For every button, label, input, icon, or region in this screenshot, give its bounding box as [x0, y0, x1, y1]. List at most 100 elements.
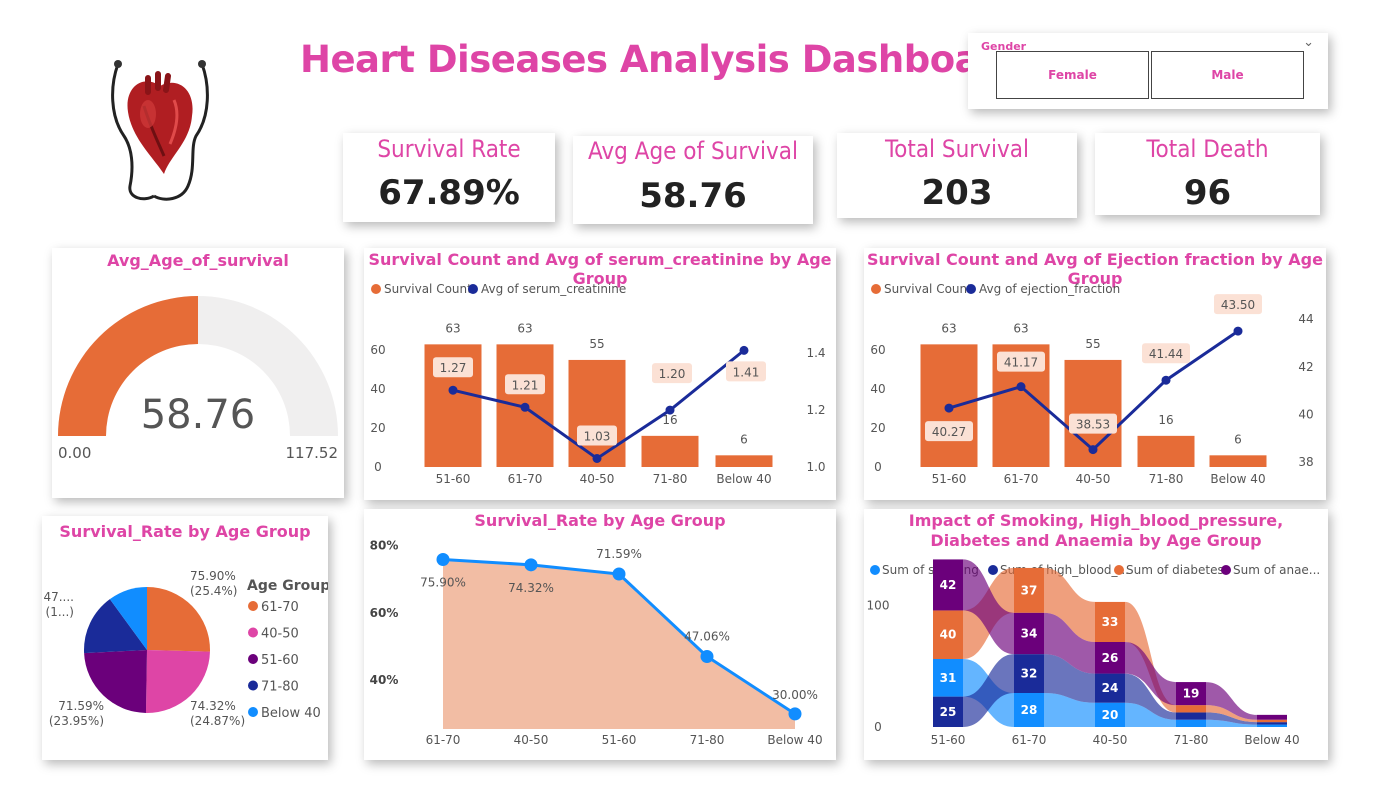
x-tick-label: 61-70: [426, 733, 461, 747]
y2-tick-label: 38: [1298, 455, 1313, 469]
ribbon-data-label: 19: [1183, 687, 1200, 701]
pie-data-label-pct: (25.4%): [190, 584, 237, 598]
bar-data-label: 63: [517, 321, 532, 335]
legend-marker-serum-creatinine: [468, 284, 478, 294]
x-tick-label: 40-50: [1076, 472, 1111, 486]
slicer-option-male[interactable]: Male: [1151, 51, 1304, 99]
x-tick-label: Below 40: [1210, 472, 1265, 486]
ribbon-segment: [1014, 693, 1044, 727]
bar-data-label: 6: [740, 432, 748, 446]
ribbon-data-label: 33: [1102, 615, 1119, 629]
chevron-down-icon[interactable]: ⌄: [1303, 35, 1314, 50]
pie-chart-card: Survival_Rate by Age Group Age Group 75.…: [42, 516, 328, 760]
gauge-chart: 58.76 0.00 117.52: [58, 296, 339, 462]
line-data-label: 1.03: [584, 429, 611, 443]
pie-data-label-pct: (24.87%): [190, 714, 245, 728]
ribbon-segment: [1095, 601, 1125, 642]
ribbon-segment: [1014, 654, 1044, 693]
pie-data-label: 71.59%: [58, 699, 104, 713]
slicer-option-female[interactable]: Female: [996, 51, 1149, 99]
kpi-label: Total Death: [1146, 135, 1269, 163]
y-tick-label: 0: [874, 720, 882, 734]
chart-title: Survival_Rate by Age Group: [474, 511, 726, 530]
x-tick-label: 71-80: [1149, 472, 1184, 486]
x-tick-label: Below 40: [1244, 733, 1299, 747]
ribbon-band: [1125, 601, 1176, 713]
ribbon-segment: [1257, 724, 1287, 727]
kpi-value: 67.89%: [378, 173, 520, 213]
ribbon-data-label: 42: [940, 578, 957, 592]
line-label-bg: [505, 374, 545, 395]
combo-chart-creatinine: Survival Count and Avg of serum_creatini…: [364, 248, 836, 500]
ribbon-band: [1206, 705, 1257, 723]
ribbon-data-label: 32: [1021, 667, 1038, 681]
ribbon-band: [963, 654, 1014, 727]
line-data-label: 1.41: [733, 365, 760, 379]
legend-label-anaemia: Sum of anae...: [1233, 563, 1320, 577]
x-tick-label: 61-70: [1012, 733, 1047, 747]
combo-chart-creatinine-svg: Survival Count Avg of serum_creatinine 0…: [370, 282, 825, 486]
chart-title: Avg_Age_of_survival: [107, 251, 289, 270]
legend-label: Below 40: [261, 706, 321, 721]
bar: [1209, 455, 1267, 467]
y-tick-label: 20: [870, 421, 885, 435]
gauge-max: 117.52: [286, 444, 339, 462]
kpi-label: Total Survival: [885, 135, 1029, 163]
area-point: [436, 553, 450, 567]
bar: [568, 359, 626, 467]
line-point: [520, 402, 530, 412]
line-point: [1016, 382, 1026, 392]
legend-label-survival-count: Survival Count: [384, 282, 472, 296]
ribbon-data-label: 31: [940, 671, 957, 685]
legend-marker: [248, 707, 258, 717]
gauge-card: Avg_Age_of_survival 58.76 0.00 117.52: [52, 248, 344, 498]
ribbon-band: [1206, 719, 1257, 727]
gender-slicer: Gender ⌄ Female Male: [968, 33, 1328, 109]
combo-chart-ejection-svg: Survival Count Avg of ejection_fraction …: [870, 282, 1313, 486]
ribbon-segment: [933, 659, 963, 697]
y2-tick-label: 1.2: [806, 403, 825, 417]
line-point: [739, 345, 749, 355]
legend-marker-survival-count: [371, 284, 381, 294]
bar-data-label: 63: [445, 321, 460, 335]
ribbon-segment: [1095, 702, 1125, 727]
area-point: [788, 707, 802, 721]
line-data-label: 1.20: [659, 367, 686, 381]
x-tick-label: 61-70: [508, 472, 543, 486]
line-point: [944, 403, 954, 413]
pie-data-label-pct: (23.95%): [49, 714, 104, 728]
ribbon-band: [1044, 612, 1095, 674]
ribbon-data-label: 25: [940, 705, 957, 719]
legend-label: 71-80: [261, 680, 299, 695]
legend-marker-anaemia: [1221, 565, 1231, 575]
kpi-label: Survival Rate: [377, 135, 521, 163]
line-label-bg: [652, 363, 692, 384]
y-tick-label: 80%: [370, 539, 399, 553]
bar-data-label: 6: [1234, 432, 1242, 446]
pie-chart: Age Group 75.90%(25.4%) 74.32%(24.87%) 71.…: [43, 569, 328, 728]
line-label-bg: [1214, 294, 1262, 315]
ribbon-segment: [1095, 642, 1125, 674]
x-tick-label: 61-70: [1004, 472, 1039, 486]
x-tick-label: 51-60: [602, 733, 637, 747]
area-chart: 40% 60% 80% 75.90% 61-70 74.32% 40-50 71.59% 51-…: [370, 539, 823, 747]
area-data-label: 47.06%: [684, 629, 730, 643]
ribbon-data-label: 26: [1102, 651, 1119, 665]
x-tick-label: 71-80: [1174, 733, 1209, 747]
ribbon-band: [1206, 712, 1257, 725]
area-chart-card: Survival_Rate by Age Group 40% 60% 80% 75.9…: [364, 509, 836, 760]
pie-slice: [84, 650, 147, 713]
bar-data-label: 16: [1158, 413, 1173, 427]
pie-slice: [145, 650, 210, 713]
y-tick-label: 40%: [370, 673, 399, 687]
y2-tick-label: 40: [1298, 408, 1313, 422]
x-tick-label: 71-80: [690, 733, 725, 747]
legend-marker-high-blood-pressure: [988, 565, 998, 575]
ribbon-data-label: 20: [1102, 708, 1119, 722]
line-data-label: 41.17: [1004, 356, 1038, 370]
legend-marker: [248, 601, 258, 611]
line-point: [665, 405, 675, 415]
legend-marker: [248, 627, 258, 638]
slicer-label: Gender: [981, 40, 1027, 53]
legend-label-survival-count: Survival Count: [884, 282, 972, 296]
